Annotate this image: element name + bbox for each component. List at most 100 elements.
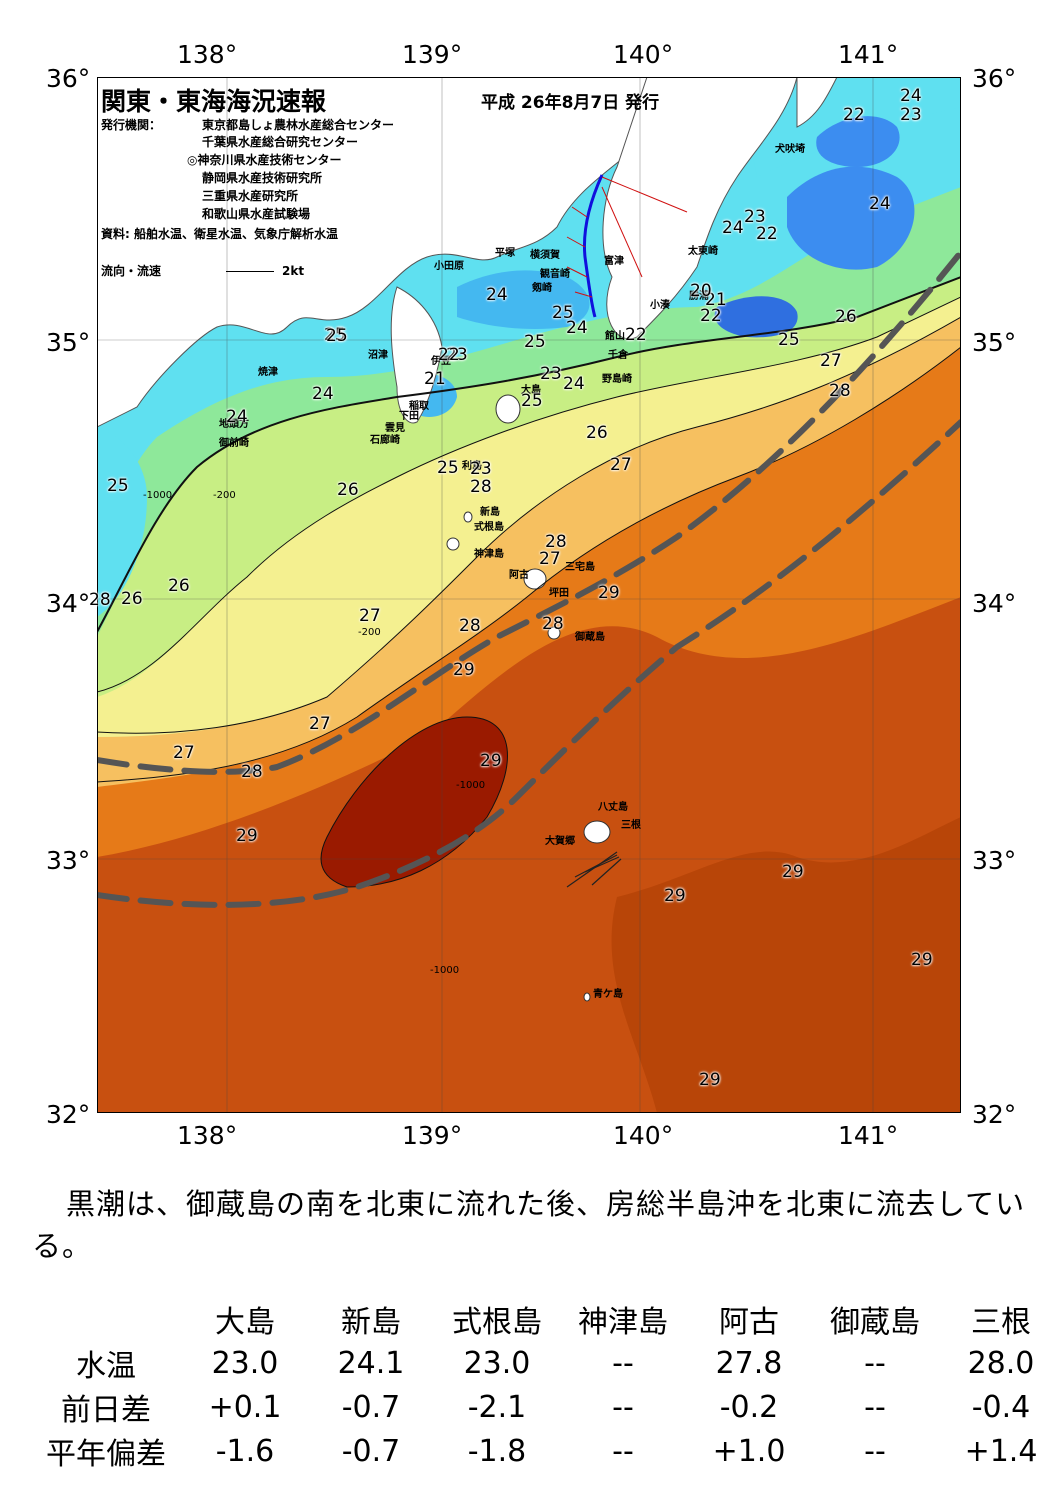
- isotherm-lines: [97, 276, 961, 888]
- isotherm-label: 23: [446, 345, 468, 365]
- current-vectors-hachijo: [566, 851, 622, 888]
- place-aogashima: 青ケ島: [593, 989, 623, 1000]
- isotherm-label: 21: [705, 290, 727, 310]
- depth-label: -1000: [143, 490, 173, 501]
- table-cell: -1.6: [215, 1433, 275, 1469]
- current-legend-label: 流向・流速: [101, 264, 162, 278]
- table-cell: --: [864, 1433, 886, 1469]
- isotherm-label: 22: [756, 224, 778, 244]
- land-chiba-ne: [796, 77, 838, 128]
- row-label: 水温: [76, 1349, 136, 1384]
- sst-23-sagami: [457, 270, 590, 329]
- sst-22-east: [787, 166, 915, 270]
- isotherm-label: 26: [337, 480, 359, 500]
- isotherm-label: 23: [540, 364, 562, 384]
- place-irozaki: 石廊崎: [370, 435, 400, 446]
- current-legend-speed: 2kt: [282, 264, 305, 278]
- place-inatori: 稲取: [409, 401, 429, 412]
- isotherm-label: 29: [453, 660, 475, 680]
- place-miyakejima: 三宅島: [565, 562, 595, 573]
- isotherm-label: 21: [424, 369, 446, 389]
- isotherm-label: 22: [625, 325, 647, 345]
- place-yokosuka: 横須賀: [530, 250, 560, 261]
- lat-label-33-left: 33°: [46, 846, 91, 875]
- table-cell: 27.8: [715, 1345, 783, 1381]
- lat-label-34-left: 34°: [46, 589, 91, 618]
- island-hachijo: [583, 820, 611, 844]
- land-boso: [602, 77, 798, 340]
- table-cell: -1.8: [467, 1433, 527, 1469]
- table-cell: 28.0: [967, 1345, 1035, 1381]
- issuer-1: 千葉県水産総合研究センター: [202, 135, 359, 149]
- place-oshima: 大島: [521, 385, 541, 396]
- isotherm-label: 20: [690, 281, 712, 301]
- data-sources: 資料: 船舶水温、衛星水温、気象庁解析水温: [101, 227, 338, 241]
- island-oshima: [495, 394, 521, 424]
- survey-track: [582, 174, 604, 318]
- isotherm-label: 28: [241, 762, 263, 782]
- table-cell: --: [864, 1389, 886, 1425]
- column-header: 新島: [341, 1305, 401, 1340]
- table-cell: -0.2: [719, 1389, 779, 1425]
- isotherm-label: 29: [236, 826, 258, 846]
- lon-label-139-top: 139°: [402, 40, 463, 69]
- table-cell: --: [612, 1345, 634, 1381]
- isotherm-label: 24: [900, 86, 922, 106]
- isotherm-label: 24: [563, 374, 585, 394]
- depth-label: -200: [213, 490, 236, 501]
- row-label: 平年偏差: [46, 1437, 166, 1472]
- issue-date: 平成 26年8月7日 発行: [481, 93, 660, 113]
- table-cell: --: [612, 1433, 634, 1469]
- issuer-2: ◎神奈川県水産技術センター: [187, 153, 342, 167]
- lat-label-35-right: 35°: [972, 328, 1017, 357]
- place-kominato: 小湊: [650, 300, 670, 311]
- place-tateyama: 館山: [605, 331, 625, 342]
- lat-label-36-left: 36°: [46, 64, 91, 93]
- isotherm-label: 23: [744, 207, 766, 227]
- table-cell: --: [612, 1389, 634, 1425]
- sst-20-area: [714, 296, 798, 338]
- isotherm-label: 28: [459, 616, 481, 636]
- lat-label-32-left: 32°: [46, 1100, 91, 1129]
- isotherm-label: 25: [437, 458, 459, 478]
- place-kozushima: 神津島: [474, 549, 504, 560]
- lat-label-32-right: 32°: [972, 1100, 1017, 1129]
- kuroshio-note: 黒潮は、御蔵島の南を北東に流れた後、房総半島沖を北東に流去している。: [32, 1187, 1026, 1263]
- table-cell: +1.4: [964, 1433, 1038, 1469]
- place-numazu: 沼津: [368, 350, 388, 361]
- row-label: 前日差: [61, 1393, 151, 1428]
- table-cell: 23.0: [463, 1345, 531, 1381]
- table-cell: +1.0: [712, 1433, 786, 1469]
- isotherm-label: 25: [552, 303, 574, 323]
- column-header: 式根島: [452, 1305, 542, 1340]
- place-katsuura: 勝浦: [689, 291, 709, 302]
- isotherm-label: 29: [911, 950, 933, 970]
- isotherm-label: 27: [610, 455, 632, 475]
- island-aogashima: [583, 992, 591, 1002]
- isotherm-label: 22: [700, 306, 722, 326]
- kuroshio-axis: [97, 249, 961, 908]
- sst-22-northeast: [816, 116, 900, 167]
- isotherm-label: 22: [843, 105, 865, 125]
- place-tsurugisaki: 剱崎: [532, 283, 552, 294]
- isotherm-label: 28: [829, 381, 851, 401]
- lon-label-140-top: 140°: [613, 40, 674, 69]
- table-cell: -0.7: [341, 1389, 401, 1425]
- land-izu: [390, 286, 443, 424]
- table-cell: 24.1: [337, 1345, 405, 1381]
- place-omaezaki: 御前崎: [219, 438, 249, 449]
- isotherm-label: 25: [326, 326, 348, 346]
- lon-label-139-bottom: 139°: [402, 1121, 463, 1150]
- place-shimoda: 下田: [399, 411, 419, 422]
- isotherm-label: 28: [89, 590, 111, 610]
- isotherm-label: 29: [598, 583, 620, 603]
- table-cell: --: [864, 1345, 886, 1381]
- map-canvas: [97, 77, 961, 1113]
- table-header-row: 大島 新島 式根島 神津島 阿古 御蔵島 三根: [30, 1297, 1064, 1341]
- table-row: 平年偏差 -1.6 -0.7 -1.8 -- +1.0 -- +1.4: [30, 1429, 1064, 1473]
- place-mitsune: 三根: [621, 820, 641, 831]
- lon-label-140-bottom: 140°: [613, 1121, 674, 1150]
- table-cell: -2.1: [467, 1389, 527, 1425]
- sst-29c-area: [611, 817, 961, 1113]
- isotherm-label: 27: [359, 606, 381, 626]
